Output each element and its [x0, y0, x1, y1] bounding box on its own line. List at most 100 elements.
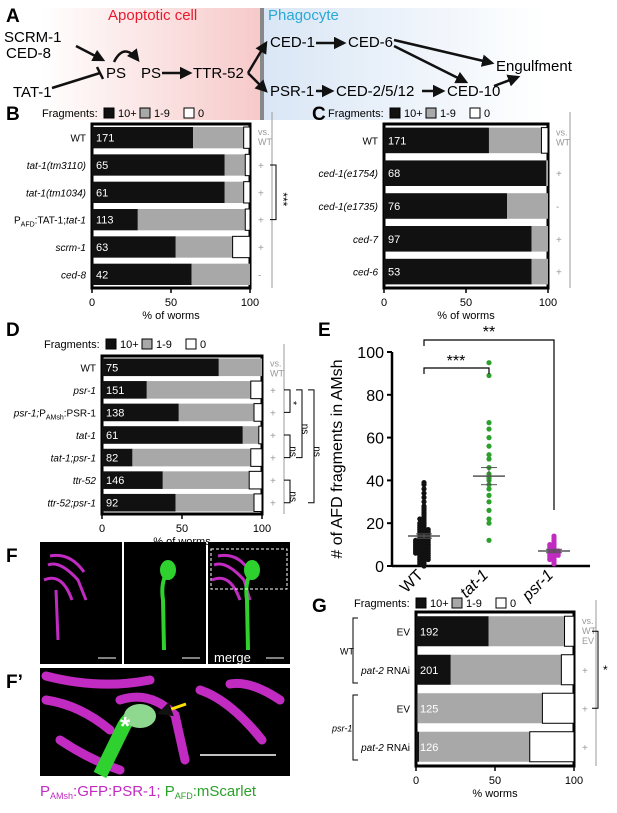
x-axis-label: % worms [472, 788, 518, 800]
sign-label: vs. [270, 358, 282, 368]
ced2512-node: CED-2/5/12 [336, 83, 414, 100]
bar-segment-10+ [92, 209, 138, 231]
category-label: scrm-1 [55, 243, 86, 254]
bar-count: 92 [106, 498, 118, 510]
ps-node-2: PS [141, 65, 161, 82]
bar-segment-10+ [92, 236, 176, 258]
inset-box [210, 548, 288, 590]
x-category-label: tat-1 [457, 567, 492, 602]
engulfment-node: Engulfment [496, 58, 573, 75]
data-point [486, 507, 492, 513]
category-label: tat-1;psr-1 [51, 454, 96, 465]
inset-afd-tip [124, 704, 156, 728]
legend-title: Fragments: [328, 108, 384, 120]
pathway-arrows [51, 36, 521, 98]
legend-label-0: 10+ [120, 339, 139, 351]
legend-label-2: 0 [484, 108, 490, 120]
sign-label: - [258, 270, 261, 281]
panel-label-d: D [6, 320, 20, 341]
group-bracket-wt [352, 617, 358, 684]
x-tick-label: 0 [381, 297, 387, 309]
bar-segment-0 [560, 654, 575, 686]
legend-label-2: 0 [198, 108, 204, 120]
data-point [486, 443, 492, 449]
sig-bracket-tat1-label: ns [299, 424, 310, 435]
panel-label-a: A [6, 6, 20, 27]
psr1-node: PSR-1 [270, 83, 314, 100]
yellow-arrow [157, 701, 187, 717]
micrograph-magenta [40, 542, 122, 664]
bar-segment-1-9 [191, 263, 250, 285]
bar-segment-0 [248, 470, 263, 490]
category-label: ced-8 [61, 270, 86, 281]
category-label: ttr-52;psr-1 [47, 499, 96, 510]
cat-sub: AMsh [46, 414, 64, 421]
bar-segment-10+ [92, 263, 192, 285]
bar-segment-1-9 [417, 693, 543, 724]
bar-segment-10+ [416, 654, 451, 685]
phagocyte-title: Phagocyte [268, 7, 339, 24]
bar-segment-10+ [384, 160, 547, 186]
sig-bracket-tat1 [296, 389, 303, 459]
data-point [486, 435, 492, 441]
x-tick-label: 50 [176, 523, 188, 535]
data-point [417, 516, 423, 522]
bar-segment-0 [250, 380, 263, 400]
panel-e: E 0 20 40 60 80 100 # of AFD fragments in AMsh… [318, 320, 590, 605]
phagocyte-region [262, 8, 545, 120]
bar-count: 82 [106, 453, 118, 465]
sign-label: + [582, 666, 588, 677]
cat-part: RNAi [384, 743, 410, 754]
bar-segment-10+ [384, 258, 532, 285]
chart-c: Fragments: 10+ 1-9 0171WTvs.WT68ced-1(e1754… [319, 107, 571, 322]
category-label: tat-1 [76, 431, 96, 442]
bar-count: 61 [96, 187, 108, 199]
bar-count: 53 [388, 267, 400, 279]
legend-swatch-1 [141, 338, 153, 350]
apoptotic-cell-title: Apoptotic cell [108, 7, 197, 24]
x-tick-label: 0 [99, 523, 105, 535]
bar-segment-10+ [102, 381, 147, 399]
bar-segment-1-9 [146, 381, 251, 399]
bar-segment-1-9 [175, 236, 233, 258]
legend-label-1: 1-9 [156, 339, 172, 351]
x-axis-label: % of worms [142, 310, 200, 322]
category-label: WT [80, 363, 96, 374]
ps-node-1: PS [106, 65, 126, 82]
legend-swatch-1 [451, 597, 463, 609]
cat-part: P [39, 408, 46, 419]
y-tick-label: 40 [366, 473, 384, 490]
sign-label: + [270, 431, 276, 442]
bar-segment-1-9 [546, 160, 548, 186]
cat-part: tat-1 [66, 216, 86, 227]
bar-segment-10+ [384, 127, 489, 154]
sign-label: + [258, 216, 264, 227]
bar-segment-10+ [416, 731, 420, 762]
bar-segment-0 [244, 153, 251, 177]
x-tick-label: 50 [460, 297, 472, 309]
legend-swatch-2 [185, 338, 197, 350]
x-category-label: psr-1 [519, 567, 557, 605]
bar-segment-0 [540, 127, 549, 154]
panel-label-fprime: F’ [6, 672, 23, 693]
bar-count: 126 [420, 742, 438, 754]
sign-label: + [258, 161, 264, 172]
data-point [551, 533, 557, 539]
category-label: WT [70, 134, 86, 145]
ttr52-node: TTR-52 [193, 65, 244, 82]
sign-label: - [556, 202, 559, 213]
legend-label-0: 10+ [404, 108, 423, 120]
y-tick-label: 100 [357, 345, 384, 362]
x-tick-label: 0 [413, 775, 419, 787]
data-point [486, 486, 492, 492]
category-label: ced-1(e1735) [319, 202, 378, 213]
bar-count: 151 [106, 385, 124, 397]
bar-segment-10+ [384, 226, 532, 252]
bar-segment-10+ [416, 616, 489, 647]
x-tick-label: 50 [165, 297, 177, 309]
bar-segment-0 [232, 235, 251, 259]
category-label: EV [397, 704, 411, 715]
